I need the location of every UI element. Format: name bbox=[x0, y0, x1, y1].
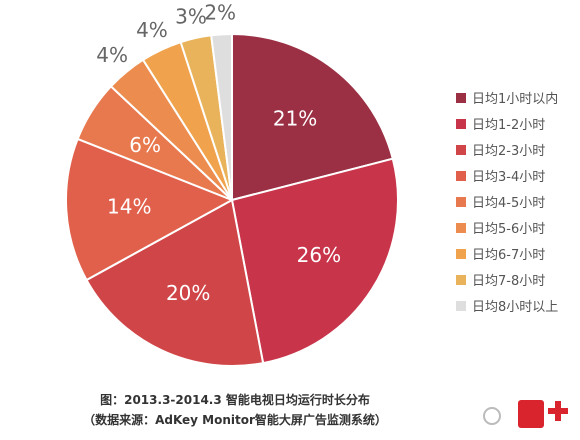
legend-swatch bbox=[456, 145, 466, 155]
legend-swatch bbox=[456, 197, 466, 207]
slice-value-label: 20% bbox=[166, 281, 210, 305]
legend-swatch bbox=[456, 275, 466, 285]
pie-slice bbox=[231, 32, 395, 202]
legend-label: 日均2-3小时 bbox=[472, 144, 545, 159]
legend-swatch bbox=[456, 93, 466, 103]
legend-label: 日均1-2小时 bbox=[472, 118, 545, 133]
slice-value-label: 21% bbox=[273, 107, 317, 131]
legend-label: 日均7-8小时 bbox=[472, 274, 545, 289]
chart-title: 图：2013.3-2014.3 智能电视日均运行时长分布 bbox=[100, 393, 370, 407]
slice-value-label: 2% bbox=[204, 0, 236, 24]
legend-swatch bbox=[456, 249, 466, 259]
slice-value-label: 6% bbox=[129, 133, 161, 157]
legend-swatch bbox=[456, 119, 466, 129]
watermark-logo bbox=[483, 400, 568, 428]
slice-value-label: 3% bbox=[175, 5, 207, 29]
slice-value-label: 4% bbox=[136, 18, 168, 42]
legend-swatch bbox=[456, 223, 466, 233]
chart-caption: 图：2013.3-2014.3 智能电视日均运行时长分布 （数据来源：AdKey… bbox=[0, 390, 470, 430]
legend-label: 日均6-7小时 bbox=[472, 248, 545, 263]
legend-swatch bbox=[456, 171, 466, 181]
legend-swatch bbox=[456, 301, 466, 311]
chat-bubble-icon bbox=[483, 407, 501, 425]
logo-block-icon bbox=[518, 400, 544, 428]
pie-slices bbox=[65, 32, 399, 367]
pie-slice bbox=[210, 32, 233, 201]
slice-value-label: 14% bbox=[107, 194, 151, 218]
pie-slice bbox=[230, 157, 399, 365]
pie-slice bbox=[65, 137, 235, 282]
legend-label: 日均5-6小时 bbox=[472, 222, 545, 237]
legend: 日均1小时以内日均1-2小时日均2-3小时日均3-4小时日均4-5小时日均5-6… bbox=[456, 91, 558, 315]
slice-value-label: 4% bbox=[96, 43, 128, 67]
pie-labels: 21% 26% 20% 14% 6% 4% 4% 3%2% bbox=[96, 0, 341, 305]
logo-plus-vertical-icon bbox=[555, 401, 561, 421]
pie-slice bbox=[85, 198, 265, 367]
legend-label: 日均3-4小时 bbox=[472, 170, 545, 185]
chart-subtitle: （数据来源：AdKey Monitor智能大屏广告监测系统） bbox=[83, 413, 387, 427]
slice-value-label: 26% bbox=[297, 243, 341, 267]
legend-label: 日均4-5小时 bbox=[472, 196, 545, 211]
legend-label: 日均1小时以内 bbox=[472, 91, 558, 107]
legend-label: 日均8小时以上 bbox=[472, 300, 558, 315]
